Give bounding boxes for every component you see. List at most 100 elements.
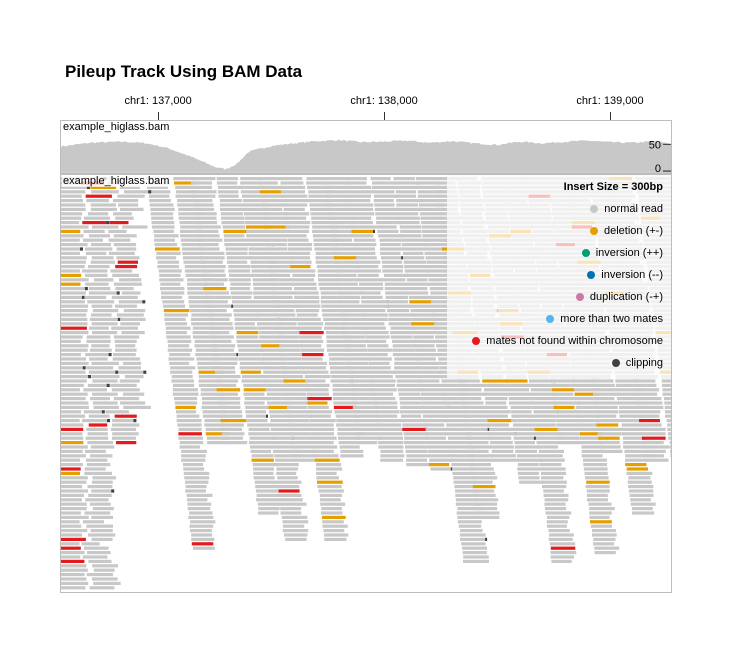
read-normal: [453, 476, 477, 480]
read-normal: [372, 181, 396, 185]
read-normal: [637, 401, 663, 405]
read-normal: [234, 317, 261, 321]
read-normal: [173, 383, 195, 387]
read-normal: [92, 309, 119, 313]
read-normal: [621, 427, 645, 431]
read-normal: [416, 366, 440, 370]
read-normal: [218, 397, 241, 401]
read-normal: [316, 476, 339, 480]
read-normal: [363, 322, 385, 326]
read-normal: [179, 441, 204, 445]
read-normal: [89, 317, 118, 321]
read-normal: [193, 207, 215, 211]
read-normal: [61, 498, 82, 502]
read-normal: [89, 348, 112, 352]
read-normal: [167, 339, 192, 343]
read-mates-not-found: [550, 546, 576, 550]
read-normal: [88, 370, 116, 374]
read-normal: [119, 185, 140, 189]
read-normal: [544, 507, 567, 511]
read-normal: [250, 260, 275, 264]
read-normal: [412, 326, 437, 330]
read-normal: [265, 238, 288, 242]
read-normal: [112, 419, 134, 423]
read-normal: [183, 260, 206, 264]
read-normal: [190, 317, 213, 321]
read-normal: [302, 366, 327, 370]
read-normal: [533, 410, 558, 414]
read-normal: [396, 379, 421, 383]
read-normal: [517, 467, 541, 471]
read-normal: [491, 454, 516, 458]
read-normal: [628, 485, 654, 489]
read-normal: [485, 401, 507, 405]
read-normal: [61, 185, 87, 189]
read-normal: [276, 326, 300, 330]
read-normal: [290, 432, 312, 436]
read-normal: [586, 493, 608, 497]
read-normal: [461, 542, 486, 546]
read-normal: [356, 436, 382, 440]
read-normal: [244, 212, 270, 216]
read-normal: [239, 366, 265, 370]
read-normal: [324, 177, 351, 181]
read-normal: [444, 410, 466, 414]
read-normal: [61, 194, 82, 198]
read-normal: [219, 199, 242, 203]
read-normal: [161, 291, 185, 295]
read-normal: [399, 234, 422, 238]
read-normal: [83, 410, 102, 414]
read-normal: [300, 344, 322, 348]
read-normal: [414, 344, 435, 348]
read-normal: [204, 419, 228, 423]
read-normal: [372, 397, 396, 401]
read-normal: [290, 260, 312, 264]
read-normal: [583, 458, 607, 462]
read-deletion: [586, 480, 610, 484]
legend-title: Insert Size = 300bp: [563, 181, 663, 193]
read-deletion: [216, 388, 241, 392]
read-normal: [168, 344, 190, 348]
read-normal: [595, 410, 619, 414]
read-normal: [187, 278, 212, 282]
read-normal: [254, 480, 279, 484]
read-normal: [423, 423, 445, 427]
read-normal: [371, 388, 397, 392]
read-normal: [207, 313, 232, 317]
read-normal: [177, 423, 202, 427]
read-normal: [202, 273, 226, 277]
read-normal: [232, 300, 255, 304]
read-normal: [307, 185, 333, 189]
read-normal: [279, 177, 303, 181]
read-normal: [178, 427, 202, 431]
read-deletion: [429, 463, 450, 467]
read-normal: [311, 221, 338, 225]
pileup-track[interactable]: example_higlass.bam Insert Size = 300bp …: [60, 174, 672, 593]
read-normal: [257, 181, 278, 185]
coverage-track[interactable]: 50 0 example_higlass.bam: [60, 120, 672, 174]
legend-item-deletion: deletion (+-): [589, 225, 663, 237]
read-normal: [381, 260, 403, 264]
read-normal: [178, 207, 202, 211]
read-normal: [457, 507, 482, 511]
read-normal: [380, 243, 401, 247]
read-normal: [376, 419, 401, 423]
read-normal: [364, 331, 389, 335]
read-clipping: [373, 229, 375, 233]
read-normal: [87, 383, 107, 387]
read-normal: [171, 379, 194, 383]
read-normal: [331, 234, 356, 238]
read-normal: [347, 366, 372, 370]
read-normal: [115, 348, 137, 352]
read-normal: [175, 185, 197, 189]
read-normal: [85, 353, 109, 357]
read-normal: [356, 441, 378, 445]
read-normal: [518, 476, 540, 480]
read-normal: [208, 326, 234, 330]
read-normal: [172, 388, 198, 392]
read-normal: [195, 216, 217, 220]
read-normal: [205, 300, 228, 304]
read-normal: [338, 436, 360, 440]
read-normal: [508, 397, 532, 401]
read-deletion: [409, 300, 433, 304]
